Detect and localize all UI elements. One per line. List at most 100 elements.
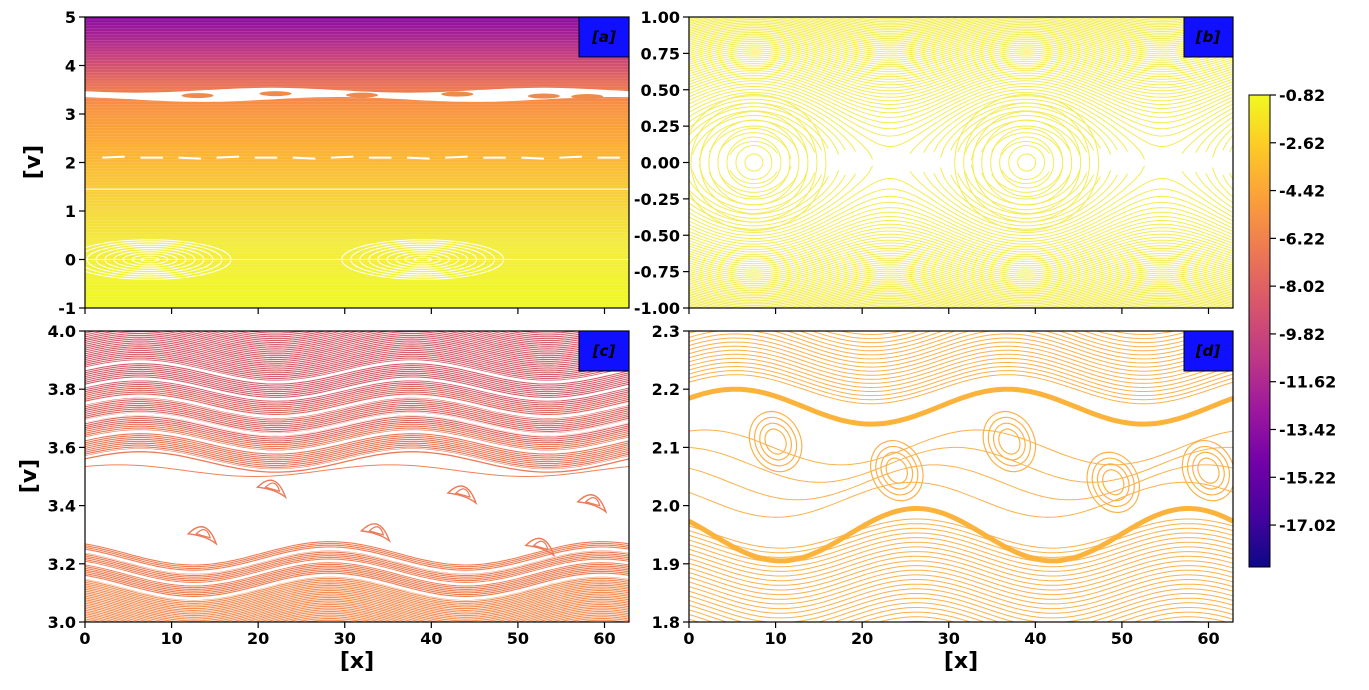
panel-c-contour [85,563,629,589]
panel-b-contour [689,291,1233,308]
panel-d-contour [689,565,1233,596]
panel-c: 0 10 20 30 40 50 603.03.23.43.63.84.0 [c] [v] … [17,322,630,674]
panel-d-contour [689,537,1233,568]
panel-c-contour [85,383,629,406]
panel-c-contour [85,387,629,410]
y-tick-label: 3.0 [48,613,76,632]
panel-c-contour [85,577,629,603]
panel-b-contour [689,89,1233,148]
panel-b-contour [689,54,1233,83]
y-tick-label: 5 [65,8,76,27]
y-tick-label: 4.0 [48,322,76,341]
panel-b-contour [689,188,1233,239]
panel-b-contour [821,297,1230,308]
panel-c-separatrix [85,464,629,477]
panel-c-ticks: 0 10 20 30 40 50 60 3.0 3.2 3.4 3.6 3.8 4.0 [48,322,616,648]
panel-d-contour [689,341,1233,372]
y-tick-label: 3.2 [48,555,76,574]
panel-c-contour [85,410,629,432]
panel-a-secondary-gap [407,156,430,160]
panel-b-contour [689,289,1233,308]
panel-b-contour [689,28,1233,51]
panel-c-gap [85,559,629,586]
y-tick-label: 0.75 [641,44,680,63]
panel-b-contour [689,95,1233,154]
panel-c-contour [85,591,629,617]
panel-a-secondary-gap [292,156,316,160]
panel-b-island-contour [972,111,1082,214]
panel-c-contour [85,614,629,622]
panel-d-contour [689,345,1233,376]
panel-b-contour [689,284,1233,305]
panel-b-contour [689,46,1233,73]
panel-d-frame [688,330,1234,623]
panel-c-contour [85,340,629,362]
panel-c-contour [85,365,629,387]
panel-c-contour [85,423,629,446]
panel-c-xlabel: [x] [340,649,374,674]
panel-a-secondary-gap [178,156,202,160]
y-tick-label: 2.3 [652,322,680,341]
panel-d-contour [689,611,1233,622]
panel-b-contour [689,72,1233,109]
panel-c-vortex [359,523,391,543]
panel-c-contour [85,607,629,622]
panel-b-contour [689,63,1233,95]
panel-a-island [259,91,292,97]
panel-b-contour [845,302,1206,308]
y-tick-label: 1.9 [652,555,680,574]
panel-d-contour [689,301,1233,330]
panel-c-vortex [368,526,385,536]
panel-c-contour [85,374,629,397]
panel-c-contour [85,406,629,429]
panel-c-contour [85,351,629,374]
panel-b-contour [689,37,1233,61]
panel-b-contour [689,80,1233,124]
y-tick-label: 0 [65,251,76,270]
panel-a: -1 0 1 2 3 4 5 [a] [v] [21,8,630,318]
panel-b-contour [689,272,1233,295]
panel-b-contour [689,247,1233,275]
panel-b-contour [689,83,1233,130]
panel-a-plot-area [85,17,629,308]
panel-c-contour [85,355,629,378]
panel-c-contour [85,408,629,431]
panel-d-vortex [987,416,1031,467]
panel-c-vortex [195,529,212,539]
panel-d-contour [689,333,1233,364]
panel-b-contour [689,52,1233,80]
panel-b-contour [689,35,1233,59]
panel-d-vortex [875,445,919,496]
panel-c-contour [85,370,629,393]
panel-b-contour [719,166,1064,193]
panel-a-island [571,94,604,100]
panel-c-gap [85,574,629,600]
panel-b-contour [689,58,1233,89]
panel-b-island-contour [963,102,1091,223]
panel-c-contour [85,334,629,357]
panel-a-secondary-gap [445,155,468,159]
panel-d-contour [689,464,1233,501]
panel-c-contour [85,399,629,421]
panel-b-contour [828,299,1223,308]
panel-c-contour [85,562,629,587]
panel-c-contour [216,331,608,340]
panel-c-vortex [446,485,478,506]
panel-b-contour [689,250,1233,277]
x-tick-label: 30 [334,629,356,648]
y-tick-label: 0.25 [641,117,680,136]
y-tick-label: 2 [65,154,76,173]
panel-b-contour [689,165,1233,233]
panel-b-contour [865,17,1186,20]
panel-b-contour [689,102,1233,158]
y-tick-label: 1.00 [641,8,680,27]
panel-c-separatrix [85,451,629,473]
panel-c-contour [85,442,629,465]
panel-c-contour [85,331,629,347]
panel-d-vortex [998,428,1021,455]
x-tick-label: 40 [1024,629,1046,648]
panel-c-contour [85,612,629,622]
panel-d-vortex [1102,469,1125,496]
panel-c-contour [85,363,629,385]
panel-b-contour [689,255,1233,281]
